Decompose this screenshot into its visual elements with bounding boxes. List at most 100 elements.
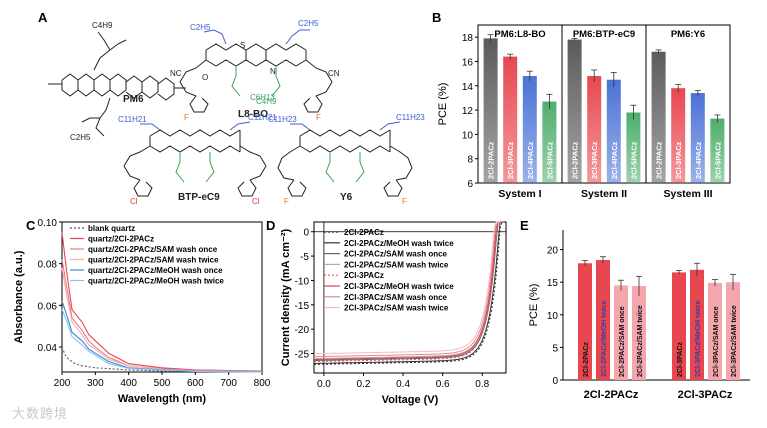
y-tick-label-c: 0.06 <box>38 301 58 312</box>
x-tick-label-d: 0.0 <box>317 379 331 390</box>
chemical-structures <box>48 29 413 197</box>
atom-n-1: N <box>270 67 276 76</box>
bar-label-e: 2Cl-2PACz <box>583 342 590 377</box>
y-tick-label-e: 5 <box>552 343 558 354</box>
y-tick-label-c: 0.08 <box>38 260 58 271</box>
legend-label-c: quartz/2Cl-2PACz/SAM wash twice <box>88 256 219 265</box>
bar-label-e: 2Cl-3PACz/MeOH twice <box>695 300 702 377</box>
legend-label-d: 2Cl-3PACz/MeOH wash twice <box>344 282 454 291</box>
x-tick-label-c: 500 <box>154 378 171 389</box>
legend-label-d: 2Cl-3PACz/SAM wash once <box>344 293 448 302</box>
bar-b <box>651 51 666 183</box>
y-tick-label-d: -5 <box>300 252 309 263</box>
panel-letter-b: B <box>432 10 441 25</box>
chain-label-top: C4H9 <box>92 21 113 30</box>
y-tick-label-d: -10 <box>295 276 310 287</box>
jv-curve-d <box>314 221 502 361</box>
y-tick-label-b: 12 <box>462 106 474 117</box>
bar-label-e: 2Cl-2PACz/SAM twice <box>637 305 644 377</box>
y-axis-label-b: PCE (%) <box>437 83 449 126</box>
bar-label-b: 2Cl-5PACz <box>629 141 638 179</box>
jv-curve-d <box>313 221 501 361</box>
group-title-b: PM6:L8-BO <box>494 29 545 40</box>
bar-label-b: 2Cl-4PACz <box>610 141 619 179</box>
y-tick-label-e: 10 <box>547 311 559 322</box>
panel-letter-e: E <box>520 218 529 233</box>
bar-b <box>587 76 602 183</box>
bar-label-b: 2Cl-2PACz <box>655 141 664 179</box>
bar-label-e: 2Cl-3PACz/SAM twice <box>731 305 738 377</box>
bar-label-b: 2Cl-3PACz <box>506 141 515 179</box>
bar-b <box>503 56 518 183</box>
bar-b <box>483 38 498 183</box>
legend-label-d: 2Cl-3PACz/SAM wash twice <box>344 304 449 313</box>
group-xlabel-b: System III <box>663 188 712 200</box>
chain-label-l8-n: C4H9 <box>256 97 277 106</box>
x-tick-label-d: 0.8 <box>475 379 489 390</box>
x-tick-label-c: 400 <box>120 378 137 389</box>
series-line-c <box>61 301 263 373</box>
bar-label-b: 2Cl-5PACz <box>545 141 554 179</box>
y-tick-label-d: 0 <box>303 228 309 239</box>
atom-cl-2: Cl <box>252 197 260 206</box>
group-xlabel-e: 2Cl-2PACz <box>584 389 639 401</box>
bar-e <box>596 260 610 380</box>
y-axis-label-d: Current density (mA cm⁻²) <box>280 228 292 366</box>
y-tick-label-b: 6 <box>467 179 473 190</box>
legend-label-d: 2Cl-2PACz/SAM wash twice <box>344 260 449 269</box>
bar-e <box>708 282 722 380</box>
bar-b <box>671 88 686 183</box>
molecule-label-l8bo: L8-BO <box>238 109 268 120</box>
x-tick-label-c: 600 <box>187 378 204 389</box>
panel-e-chart: 0 5 10 15 20 PCE (%) 2Cl-2PACz 2Cl-2PACz 2Cl-2PA… <box>528 230 750 401</box>
chain-label-l8-mid: C6H13 <box>250 93 275 102</box>
bar-label-b: 2Cl-3PACz <box>674 141 683 179</box>
atom-f-2: F <box>316 113 321 122</box>
legend-label-c: quartz/2Cl-2PACz <box>88 235 154 244</box>
bar-e <box>672 272 686 380</box>
atom-f-4: F <box>402 197 407 206</box>
bar-label-b: 2Cl-2PACz <box>571 141 580 179</box>
series-line-c <box>61 309 263 373</box>
panel-letter-d: D <box>266 218 275 233</box>
y-tick-label-e: 20 <box>547 246 559 257</box>
series-line-c <box>61 232 263 372</box>
atom-o-1: O <box>202 73 208 82</box>
group-xlabel-b: System II <box>581 188 627 200</box>
y-tick-label-d: -15 <box>295 301 310 312</box>
legend-label-d: 2Cl-2PACz <box>344 228 384 237</box>
atom-s-1: S <box>240 41 245 50</box>
group-xlabel-b: System I <box>498 188 541 200</box>
jv-curve-d <box>313 221 504 364</box>
group-title-b: PM6:BTP-eC9 <box>573 29 635 40</box>
watermark: 大数跨境 <box>12 407 69 422</box>
atom-f-1: F <box>184 113 189 122</box>
molecule-label-pm6: PM6 <box>123 94 144 105</box>
x-tick-label-c: 200 <box>54 378 71 389</box>
legend-label-c: quartz/2Cl-2PACz/MeOH wash twice <box>88 277 224 286</box>
chain-label-btp-left: C11H21 <box>118 115 147 124</box>
bar-b <box>522 76 537 183</box>
chain-label-bottom: C2H5 <box>70 133 91 142</box>
chain-label-y6-right: C11H23 <box>396 113 425 122</box>
legend-label-c: blank quartz <box>88 224 135 233</box>
x-axis-label-c: Wavelength (nm) <box>118 393 207 405</box>
panel-letter-c: C <box>26 218 36 233</box>
y-tick-label-d: -20 <box>295 325 310 336</box>
x-tick-label-c: 300 <box>87 378 104 389</box>
jv-curve-d <box>314 221 499 355</box>
molecule-label-btp-ec9: BTP-eC9 <box>178 192 220 203</box>
y-tick-label-b: 8 <box>467 155 473 166</box>
plot-frame-d <box>313 221 507 374</box>
y-axis-label-e: PCE (%) <box>528 284 540 327</box>
chain-label-btp-right: C11H21 <box>248 113 277 122</box>
bar-label-e: 2Cl-3PACz/SAM once <box>713 306 720 377</box>
x-tick-label-d: 0.6 <box>436 379 450 390</box>
y-tick-label-d: -25 <box>295 350 310 361</box>
bar-b <box>690 93 705 183</box>
y-tick-label-e: 15 <box>547 278 559 289</box>
y-tick-label-b: 18 <box>462 33 474 44</box>
bar-e <box>632 286 646 380</box>
